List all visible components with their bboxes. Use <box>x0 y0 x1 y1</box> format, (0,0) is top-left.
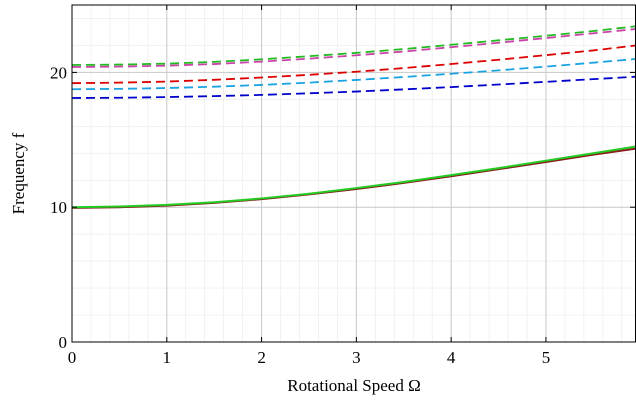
series-line-7 <box>71 25 636 66</box>
series-line-6 <box>71 28 636 68</box>
y-tick-label: 20 <box>50 63 67 82</box>
x-tick-label: 2 <box>257 348 266 367</box>
y-axis-label: Frequency f <box>9 132 28 214</box>
series-line-1 <box>71 147 636 209</box>
x-axis-label: Rotational Speed Ω <box>287 376 421 395</box>
series-line-4 <box>71 58 636 91</box>
series-layer <box>71 25 636 209</box>
x-tick-label: 5 <box>542 348 551 367</box>
x-tick-label: 0 <box>68 348 77 367</box>
series-line-5 <box>71 44 636 85</box>
series-line-3 <box>71 75 636 99</box>
y-tick-label: 0 <box>59 333 68 352</box>
y-tick-label: 10 <box>50 198 67 217</box>
x-tick-label: 3 <box>352 348 361 367</box>
series-line-2 <box>71 145 636 209</box>
x-tick-label: 1 <box>163 348 172 367</box>
ticks-layer: 0 1 2 3 4 5 0 10 20 <box>50 5 635 367</box>
x-tick-label: 4 <box>447 348 456 367</box>
